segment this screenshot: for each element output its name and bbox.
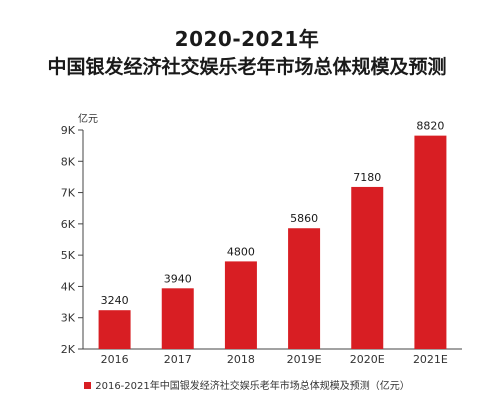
y-tick-label: 3K [61, 312, 76, 325]
data-label-2021E: 8820 [416, 120, 444, 133]
chart-subtitle: 中国银发经济社交娱乐老年市场总体规模及预测 [47, 56, 447, 78]
y-tick-label: 9K [61, 124, 76, 137]
y-tick-label: 7K [61, 187, 76, 200]
legend-swatch [84, 382, 92, 389]
y-axis-unit-label: 亿元 [78, 112, 98, 125]
y-tick-label: 8K [61, 155, 76, 168]
data-label-2018: 4800 [227, 245, 255, 258]
chart-title-block: 2020-2021年 中国银发经济社交娱乐老年市场总体规模及预测 [0, 26, 494, 80]
x-tick-label-2021E: 2021E [413, 353, 448, 366]
bar-2020E [351, 186, 384, 349]
bar-2016 [98, 310, 131, 349]
legend-label: 2016-2021年中国银发经济社交娱乐老年市场总体规模及预测（亿元） [95, 381, 410, 392]
x-tick-label-2020E: 2020E [350, 353, 385, 366]
data-label-2019E: 5860 [290, 212, 318, 225]
y-tick-label: 5K [61, 249, 76, 262]
x-axis: 2016 2017 2018 2019E 2020E 2021E [83, 348, 462, 366]
y-tick-label: 6K [61, 218, 76, 231]
data-label-2017: 3940 [164, 272, 192, 285]
data-label-2016: 3240 [101, 294, 129, 307]
bar-2018 [224, 261, 257, 349]
y-tick-label: 2K [61, 343, 76, 356]
bar-2019E [288, 228, 321, 349]
x-tick-label-2017: 2017 [164, 353, 192, 366]
y-axis: 2K 3K 4K 5K 6K 7K 8K 9K [61, 124, 84, 356]
y-tick-label: 4K [61, 280, 76, 293]
x-tick-label-2016: 2016 [101, 353, 129, 366]
legend: 2016-2021年中国银发经济社交娱乐老年市场总体规模及预测（亿元） [0, 380, 494, 394]
chart-title: 2020-2021年 [174, 27, 320, 51]
bars: 3240 3940 4800 5860 7180 8820 [98, 120, 447, 349]
bar-2017 [161, 288, 194, 349]
x-tick-label-2019E: 2019E [287, 353, 322, 366]
data-label-2020E: 7180 [353, 171, 381, 184]
x-tick-label-2018: 2018 [227, 353, 255, 366]
bar-2021E [414, 135, 447, 349]
